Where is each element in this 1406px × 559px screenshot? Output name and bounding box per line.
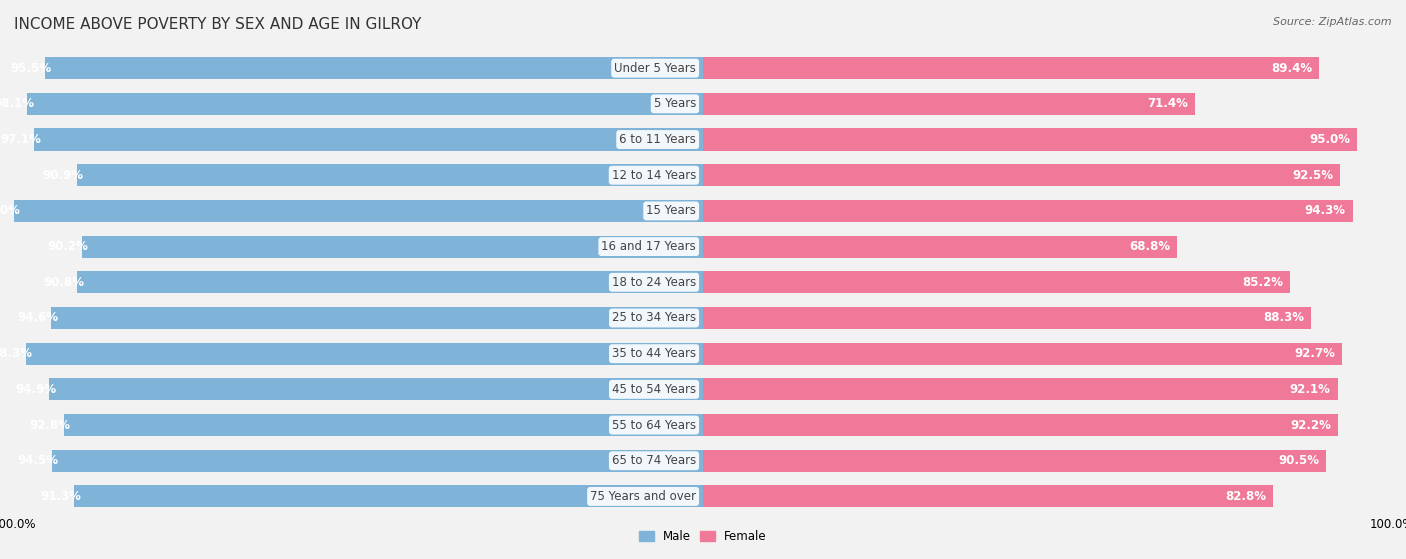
Bar <box>0 264 703 300</box>
Text: 92.7%: 92.7% <box>1294 347 1334 360</box>
Text: 94.3%: 94.3% <box>1305 205 1346 217</box>
Bar <box>0 193 703 229</box>
Text: 71.4%: 71.4% <box>1147 97 1188 110</box>
Text: 92.1%: 92.1% <box>1289 383 1330 396</box>
Bar <box>703 235 1177 258</box>
Text: Source: ZipAtlas.com: Source: ZipAtlas.com <box>1274 17 1392 27</box>
Text: 92.2%: 92.2% <box>1291 419 1331 432</box>
Bar <box>52 449 703 472</box>
Bar <box>703 229 1406 264</box>
Text: 90.5%: 90.5% <box>1278 454 1320 467</box>
Text: 5 Years: 5 Years <box>654 97 696 110</box>
Text: 6 to 11 Years: 6 to 11 Years <box>619 133 696 146</box>
Bar <box>703 271 1289 293</box>
Bar <box>0 407 703 443</box>
Text: 12 to 14 Years: 12 to 14 Years <box>612 169 696 182</box>
Text: 25 to 34 Years: 25 to 34 Years <box>612 311 696 324</box>
Bar <box>703 307 1312 329</box>
Bar <box>77 271 703 293</box>
Text: 15 Years: 15 Years <box>647 205 696 217</box>
Bar <box>0 86 703 122</box>
Bar <box>0 336 703 372</box>
Bar <box>703 129 1358 150</box>
Bar <box>0 443 703 479</box>
Bar <box>703 407 1406 443</box>
Text: 90.9%: 90.9% <box>42 169 83 182</box>
Bar <box>703 414 1339 436</box>
Bar <box>703 158 1406 193</box>
Bar <box>77 164 703 186</box>
Text: 94.5%: 94.5% <box>18 454 59 467</box>
Text: 65 to 74 Years: 65 to 74 Years <box>612 454 696 467</box>
Text: 90.8%: 90.8% <box>44 276 84 289</box>
Bar <box>703 443 1406 479</box>
Text: 94.9%: 94.9% <box>15 383 56 396</box>
Bar <box>703 57 1319 79</box>
Bar <box>703 485 1274 508</box>
Text: 98.3%: 98.3% <box>0 347 32 360</box>
Text: 89.4%: 89.4% <box>1271 61 1312 75</box>
Text: 98.1%: 98.1% <box>0 97 34 110</box>
Text: 90.2%: 90.2% <box>48 240 89 253</box>
Bar <box>703 164 1340 186</box>
Bar <box>0 229 703 264</box>
Text: 88.3%: 88.3% <box>1264 311 1305 324</box>
Bar <box>703 343 1341 364</box>
Bar <box>703 50 1406 86</box>
Bar <box>703 264 1406 300</box>
Text: 35 to 44 Years: 35 to 44 Years <box>612 347 696 360</box>
Text: 97.1%: 97.1% <box>0 133 41 146</box>
Bar <box>0 158 703 193</box>
Bar <box>45 57 703 79</box>
Text: 18 to 24 Years: 18 to 24 Years <box>612 276 696 289</box>
Bar <box>703 193 1406 229</box>
Text: 92.5%: 92.5% <box>1292 169 1333 182</box>
Bar <box>0 50 703 86</box>
Text: 94.6%: 94.6% <box>17 311 58 324</box>
Bar <box>49 378 703 400</box>
Bar <box>25 343 703 364</box>
Bar <box>51 307 703 329</box>
Bar <box>0 372 703 407</box>
Bar <box>703 200 1353 222</box>
Bar <box>703 122 1406 158</box>
Text: 68.8%: 68.8% <box>1129 240 1170 253</box>
Bar <box>0 122 703 158</box>
Bar <box>703 372 1406 407</box>
Bar <box>75 485 703 508</box>
Text: 95.0%: 95.0% <box>1309 133 1351 146</box>
Bar <box>0 300 703 336</box>
Bar <box>82 235 703 258</box>
Text: 100.0%: 100.0% <box>0 205 21 217</box>
Bar <box>63 414 703 436</box>
Text: Under 5 Years: Under 5 Years <box>614 61 696 75</box>
Text: 95.5%: 95.5% <box>11 61 52 75</box>
Bar <box>0 479 703 514</box>
Text: 75 Years and over: 75 Years and over <box>591 490 696 503</box>
Text: 82.8%: 82.8% <box>1226 490 1267 503</box>
Bar <box>703 86 1406 122</box>
Bar <box>703 336 1406 372</box>
Bar <box>14 200 703 222</box>
Bar <box>27 93 703 115</box>
Bar <box>703 300 1406 336</box>
Bar <box>34 129 703 150</box>
Bar <box>703 93 1195 115</box>
Bar <box>703 479 1406 514</box>
Text: INCOME ABOVE POVERTY BY SEX AND AGE IN GILROY: INCOME ABOVE POVERTY BY SEX AND AGE IN G… <box>14 17 422 32</box>
Text: 16 and 17 Years: 16 and 17 Years <box>602 240 696 253</box>
Text: 45 to 54 Years: 45 to 54 Years <box>612 383 696 396</box>
Bar <box>703 449 1326 472</box>
Bar <box>703 378 1337 400</box>
Legend: Male, Female: Male, Female <box>634 525 772 547</box>
Text: 92.8%: 92.8% <box>30 419 70 432</box>
Text: 85.2%: 85.2% <box>1241 276 1284 289</box>
Text: 91.3%: 91.3% <box>39 490 82 503</box>
Text: 55 to 64 Years: 55 to 64 Years <box>612 419 696 432</box>
